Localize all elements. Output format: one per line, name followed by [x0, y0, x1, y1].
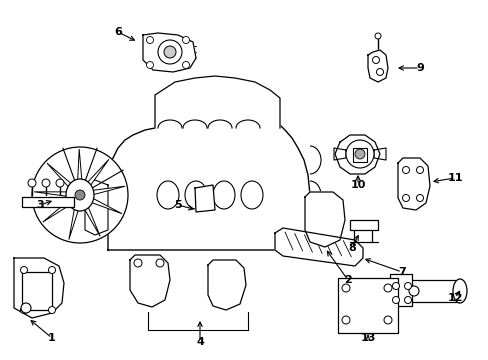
Polygon shape	[90, 198, 122, 214]
Circle shape	[32, 147, 128, 243]
Circle shape	[156, 259, 163, 267]
Polygon shape	[142, 33, 196, 72]
Text: 10: 10	[349, 180, 365, 190]
Circle shape	[408, 286, 418, 296]
Circle shape	[75, 190, 85, 200]
Polygon shape	[34, 192, 68, 197]
Circle shape	[146, 36, 153, 44]
Bar	[22, 272, 52, 310]
Polygon shape	[69, 206, 79, 240]
Circle shape	[56, 179, 64, 187]
Circle shape	[21, 303, 31, 313]
Circle shape	[416, 194, 423, 202]
Bar	[352, 148, 366, 162]
Circle shape	[28, 179, 36, 187]
Circle shape	[402, 166, 408, 174]
Text: 13: 13	[360, 333, 375, 343]
Polygon shape	[108, 112, 309, 250]
Circle shape	[372, 57, 379, 63]
Circle shape	[341, 316, 349, 324]
Polygon shape	[42, 200, 72, 222]
Circle shape	[134, 259, 142, 267]
Ellipse shape	[452, 279, 466, 303]
Text: 9: 9	[415, 63, 423, 73]
Polygon shape	[83, 204, 100, 237]
Ellipse shape	[213, 181, 235, 209]
Circle shape	[404, 297, 411, 303]
Polygon shape	[305, 192, 345, 247]
Ellipse shape	[184, 181, 206, 209]
Polygon shape	[85, 180, 108, 235]
Polygon shape	[207, 260, 245, 310]
Circle shape	[20, 306, 27, 314]
Circle shape	[392, 297, 399, 303]
Circle shape	[376, 68, 383, 76]
Circle shape	[383, 284, 391, 292]
Circle shape	[42, 179, 50, 187]
Polygon shape	[373, 148, 385, 160]
Polygon shape	[77, 149, 82, 183]
Circle shape	[20, 266, 27, 274]
Polygon shape	[155, 76, 280, 128]
Circle shape	[158, 40, 182, 64]
Text: 7: 7	[397, 267, 405, 277]
Circle shape	[374, 33, 380, 39]
Polygon shape	[367, 50, 387, 82]
Polygon shape	[91, 186, 125, 195]
Text: 2: 2	[344, 275, 351, 285]
Text: 8: 8	[347, 243, 355, 253]
Text: 11: 11	[447, 173, 462, 183]
Text: 5: 5	[174, 200, 182, 210]
Text: 6: 6	[114, 27, 122, 37]
Circle shape	[48, 266, 55, 274]
Polygon shape	[333, 148, 346, 160]
Circle shape	[341, 284, 349, 292]
Bar	[389, 274, 411, 306]
Circle shape	[346, 140, 373, 168]
Polygon shape	[47, 163, 73, 189]
Text: 4: 4	[196, 337, 203, 347]
Circle shape	[392, 283, 399, 289]
Circle shape	[354, 149, 364, 159]
Text: 12: 12	[447, 293, 462, 303]
Bar	[22, 197, 74, 207]
Polygon shape	[397, 158, 429, 210]
Circle shape	[404, 283, 411, 289]
Circle shape	[182, 62, 189, 68]
Circle shape	[402, 194, 408, 202]
Text: 3: 3	[36, 200, 44, 210]
Ellipse shape	[66, 179, 94, 211]
Polygon shape	[130, 255, 170, 307]
Polygon shape	[334, 135, 379, 174]
Circle shape	[416, 166, 423, 174]
Circle shape	[163, 46, 176, 58]
Circle shape	[48, 306, 55, 314]
Polygon shape	[195, 185, 215, 212]
Circle shape	[146, 62, 153, 68]
Circle shape	[182, 36, 189, 44]
Bar	[349, 220, 377, 230]
Polygon shape	[14, 258, 64, 318]
Ellipse shape	[241, 181, 263, 209]
Polygon shape	[85, 159, 109, 187]
Bar	[337, 278, 397, 333]
Polygon shape	[274, 228, 362, 266]
Text: 1: 1	[48, 333, 56, 343]
Circle shape	[383, 316, 391, 324]
Ellipse shape	[157, 181, 179, 209]
Bar	[407, 280, 459, 302]
